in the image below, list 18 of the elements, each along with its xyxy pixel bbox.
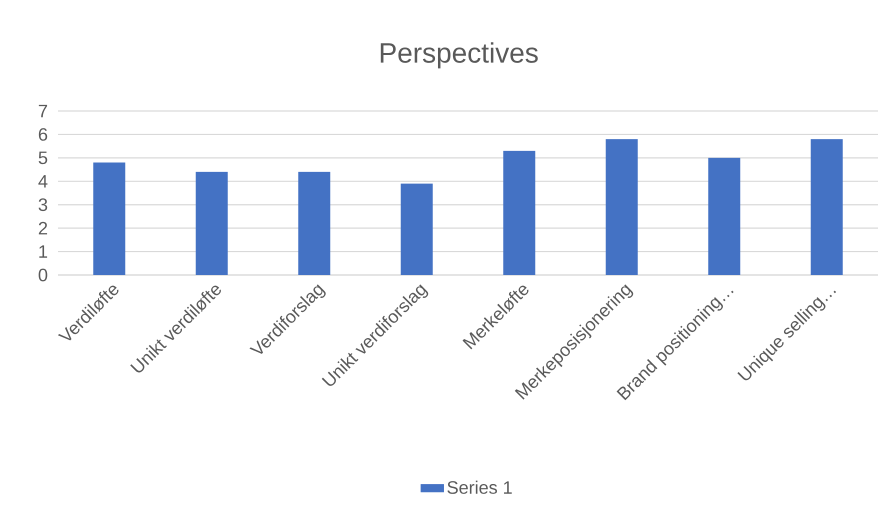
bar [503,150,536,275]
chart-title: Perspectives [380,42,538,68]
y-tick-label: 5 [38,152,48,164]
y-tick-label: 7 [38,104,48,118]
bar [93,162,126,275]
y-tick-label: 1 [39,245,48,258]
y-tick-label: 0 [38,268,48,282]
y-tick-label: 2 [38,222,48,234]
bar [400,184,433,275]
y-tick-label: 3 [38,198,48,212]
bar [606,139,638,275]
bar [810,139,843,275]
bar [708,158,740,275]
bar [298,172,330,275]
y-tick-label: 6 [38,128,48,141]
legend-label: Series 1 [447,480,512,494]
bar [196,172,228,275]
y-tick-label: 4 [38,175,48,188]
